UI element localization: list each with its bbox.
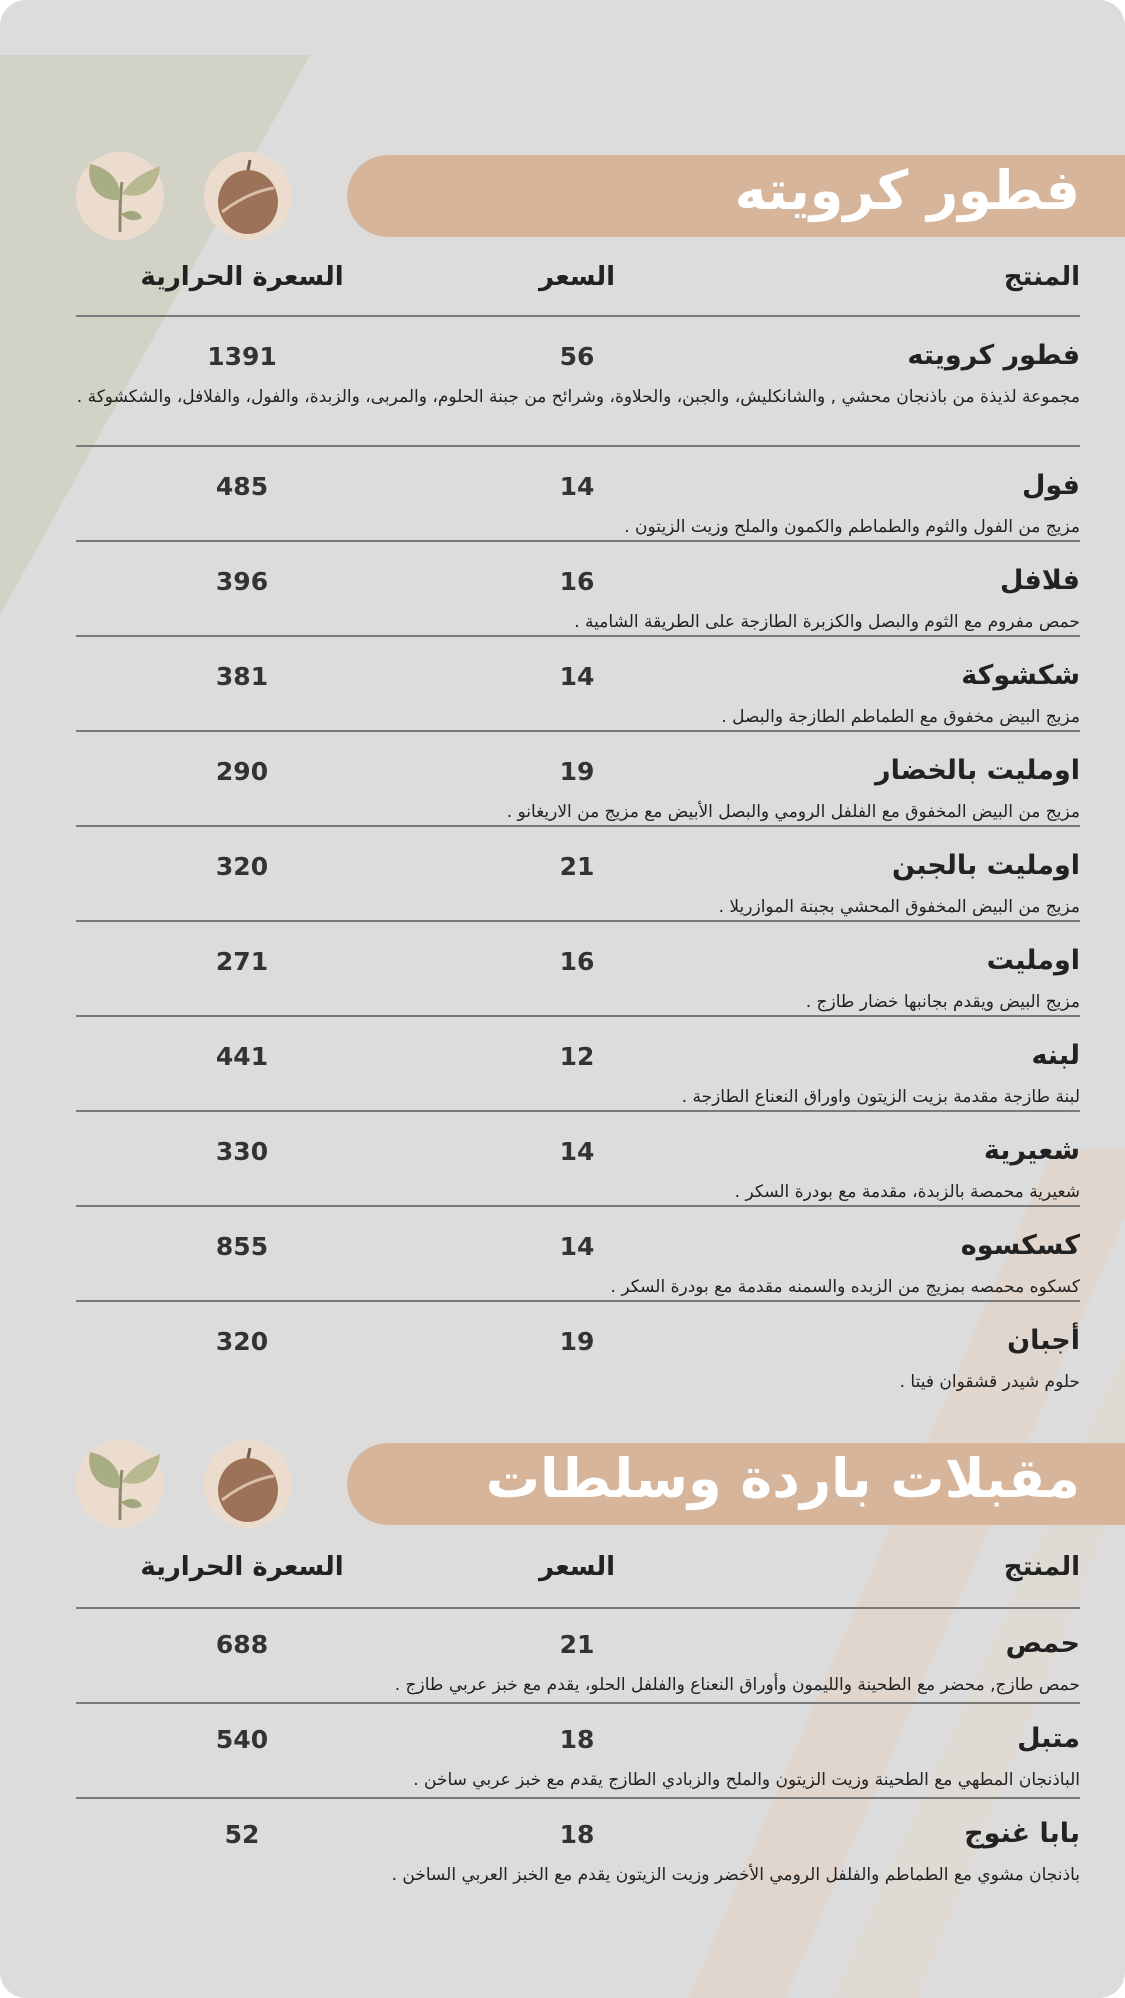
item-description: حلوم شيدر قشقوان فيتا . <box>899 1372 1080 1392</box>
divider <box>76 1797 1080 1799</box>
divider <box>76 635 1080 637</box>
item-description: الباذنجان المطهي مع الطحينة وزيت الزيتون… <box>413 1770 1080 1790</box>
divider <box>76 1300 1080 1302</box>
item-name: فلافل <box>1000 565 1080 596</box>
divider <box>76 1702 1080 1704</box>
item-description: مجموعة لذيذة من باذنجان محشي , والشانكلي… <box>76 387 1080 407</box>
section-title-banner: مقبلات باردة وسلطات <box>347 1443 1125 1525</box>
leaf-icon <box>76 152 164 240</box>
item-name: بابا غنوج <box>964 1818 1080 1849</box>
divider <box>76 315 1080 317</box>
item-name: اومليت <box>986 945 1080 976</box>
divider <box>76 1110 1080 1112</box>
item-description: مزيج البيض مخفوق مع الطماطم الطازجة والب… <box>721 707 1080 727</box>
item-description: مزيج من البيض المخفوق المحشي بجبنة الموا… <box>718 897 1080 917</box>
divider <box>76 540 1080 542</box>
divider <box>76 1015 1080 1017</box>
item-name: فطور كرويته <box>907 340 1080 371</box>
section-title-banner: فطور كرويته <box>347 155 1125 237</box>
divider <box>76 1205 1080 1207</box>
section-title: فطور كرويته <box>734 159 1080 222</box>
item-name: اومليت بالجبن <box>892 850 1080 881</box>
item-description: مزيج من الفول والثوم والطماطم والكمون وا… <box>624 517 1080 537</box>
nut-icon <box>204 152 292 240</box>
item-name: اومليت بالخضار <box>875 755 1080 786</box>
item-name: حمص <box>1005 1628 1080 1659</box>
nut-icon <box>204 1440 292 1528</box>
item-description: باذنجان مشوي مع الطماطم والفلفل الرومي ا… <box>391 1865 1080 1885</box>
item-description: كسكوه محمصه بمزيج من الزبده والسمنه مقدم… <box>610 1277 1080 1297</box>
divider <box>76 730 1080 732</box>
divider <box>76 920 1080 922</box>
item-description: مزيج من البيض المخفوق مع الفلفل الرومي و… <box>506 802 1080 822</box>
column-product: المنتج <box>1003 1552 1080 1582</box>
item-description: حمص طازج, محضر مع الطحينة والليمون وأورا… <box>394 1675 1080 1695</box>
item-description: لبنة طازجة مقدمة بزيت الزيتون واوراق الن… <box>681 1087 1080 1107</box>
item-description: حمص مفروم مع الثوم والبصل والكزبرة الطاز… <box>574 612 1080 632</box>
item-name: شعيرية <box>983 1135 1080 1166</box>
divider <box>76 825 1080 827</box>
divider <box>76 1607 1080 1609</box>
item-description: شعيرية محمصة بالزبدة، مقدمة مع بودرة الس… <box>734 1182 1080 1202</box>
column-header-row: المنتج السعر السعرة الحرارية <box>140 1552 1080 1582</box>
item-name: كسكسوه <box>960 1230 1080 1261</box>
item-name: لبنه <box>1031 1040 1080 1071</box>
column-header-row: المنتج السعر السعرة الحرارية <box>140 262 1080 292</box>
leaf-icon <box>76 1440 164 1528</box>
divider <box>76 445 1080 447</box>
section-title: مقبلات باردة وسلطات <box>485 1447 1080 1510</box>
item-name: متبل <box>1017 1723 1080 1754</box>
column-product: المنتج <box>1003 262 1080 292</box>
item-description: مزيج البيض ويقدم بجانبها خضار طازج . <box>805 992 1080 1012</box>
item-name: أجبان <box>1007 1325 1080 1356</box>
item-name: شكشوكة <box>961 660 1080 691</box>
item-name: فول <box>1021 470 1080 501</box>
